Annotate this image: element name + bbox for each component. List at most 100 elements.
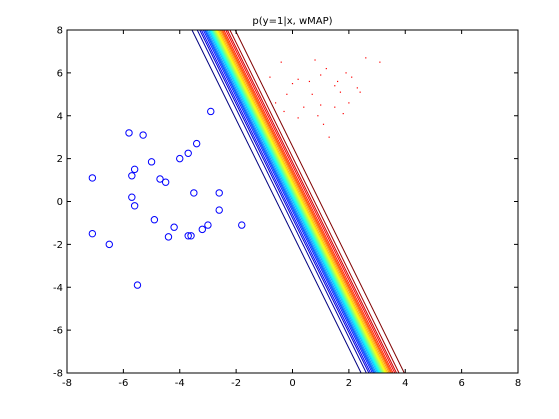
contour-line [210, 30, 381, 373]
class0-point [170, 223, 178, 231]
class0-point [238, 221, 246, 229]
contour-line [191, 30, 362, 373]
class0-point [147, 158, 156, 166]
class0-point [150, 216, 159, 224]
class1-point [325, 67, 327, 70]
y-tick-label: 4 [57, 111, 63, 122]
contour-line [204, 30, 375, 373]
x-tick-label: 6 [458, 378, 464, 389]
y-tick-label: -8 [53, 369, 63, 380]
class0-point [156, 175, 164, 183]
class1-point [356, 87, 358, 89]
class1-point [337, 80, 339, 83]
contour-line [217, 30, 388, 373]
class1-point [297, 117, 299, 119]
class0-point [125, 129, 133, 137]
class1-point [328, 136, 330, 138]
class1-point [274, 102, 277, 104]
contour-line [212, 30, 383, 373]
contour-line [199, 30, 370, 373]
y-tick-label: 2 [57, 154, 63, 165]
class0-point [215, 206, 223, 214]
class0-point [128, 172, 136, 180]
class0-point [190, 189, 198, 197]
class1-point [314, 59, 316, 61]
contour-line [225, 30, 396, 373]
class1-point [322, 123, 325, 125]
class1-point [365, 57, 367, 59]
contour-line [207, 30, 378, 373]
contour-line [209, 30, 380, 373]
contour-line [229, 30, 400, 373]
x-tick-label: 8 [515, 378, 521, 389]
class1-point [345, 72, 347, 74]
x-tick-label: 2 [346, 378, 352, 389]
contour-line [213, 30, 384, 373]
class1-point [334, 106, 336, 108]
class1-point [351, 76, 353, 78]
class1-point [297, 78, 299, 80]
class1-point [334, 85, 336, 87]
class0-point [204, 221, 212, 229]
y-tick-label: 6 [57, 68, 63, 79]
class0-point [192, 139, 201, 148]
x-tick-label: -8 [62, 378, 72, 389]
contour-line [234, 30, 405, 373]
contour-line [223, 30, 394, 373]
class1-point [269, 76, 271, 78]
class0-point [207, 107, 215, 116]
contour-line [222, 30, 393, 373]
class1-point [291, 82, 294, 85]
x-tick-label: -6 [118, 378, 128, 389]
y-tick-label: -6 [53, 326, 63, 337]
class1-point [286, 93, 288, 95]
class1-point [379, 61, 381, 63]
class0-point [184, 232, 192, 240]
class1-point [283, 110, 285, 113]
chart-title: p(y=1|x, wMAP) [252, 16, 332, 27]
class0-point [105, 240, 113, 249]
class0-point [198, 225, 207, 234]
data-series [88, 57, 381, 289]
class1-point [303, 106, 305, 108]
x-axis-ticks: -8 -6 -4 -2 0 2 4 6 8 [62, 30, 521, 389]
class1-point [308, 80, 311, 83]
class0-point [176, 154, 184, 163]
class0-point [215, 189, 223, 197]
class0-point [161, 178, 170, 186]
y-tick-label: -4 [53, 283, 63, 294]
contour-line [214, 30, 385, 373]
class0-point [139, 131, 147, 139]
class0-point [88, 229, 97, 238]
contour-line [218, 30, 389, 373]
class1-point [339, 91, 342, 93]
class0-point [133, 281, 142, 289]
contour-line [202, 30, 373, 373]
contour-line [219, 30, 390, 373]
class0-point [88, 174, 97, 182]
class1-point [280, 61, 282, 63]
class0-point [130, 202, 139, 210]
y-axis-ticks: -8 -6 -4 -2 0 2 4 6 8 [53, 26, 518, 380]
x-tick-label: -4 [175, 378, 185, 389]
contour-line [205, 30, 376, 373]
x-tick-label: 0 [289, 378, 295, 389]
y-tick-label: -2 [53, 240, 63, 251]
contour-line [226, 30, 397, 373]
contour-line [206, 30, 377, 373]
class0-point [187, 232, 195, 240]
contour-line [215, 30, 386, 373]
class1-point [320, 104, 322, 106]
class1-point [359, 91, 361, 93]
class1-point [342, 113, 344, 115]
class1-point [348, 102, 350, 104]
class0-point [128, 193, 136, 201]
contour-line [216, 30, 387, 373]
contour-line [196, 30, 367, 373]
class1-point [317, 115, 319, 117]
probability-contours [191, 30, 405, 373]
class0-point [184, 149, 192, 157]
y-tick-label: 0 [57, 197, 63, 208]
